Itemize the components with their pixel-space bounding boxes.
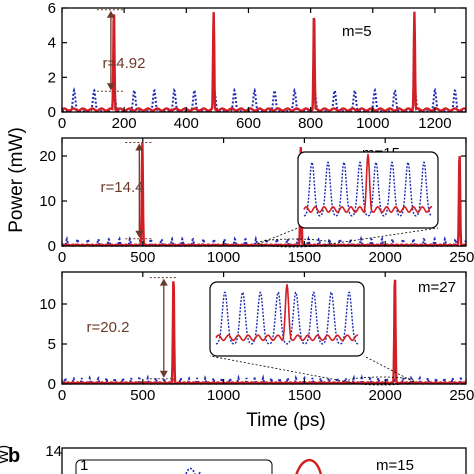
x-tick-label: 1000 bbox=[356, 115, 389, 132]
x-tick-label: 1200 bbox=[418, 115, 451, 132]
x-tick-label: 0 bbox=[58, 387, 66, 404]
x-tick-label: 500 bbox=[130, 387, 155, 404]
y-tick-label: 0 bbox=[48, 238, 56, 255]
x-tick-label: 2000 bbox=[369, 249, 402, 266]
panel-b: b W) 14 1 m=15 bbox=[0, 443, 467, 474]
plot-frame bbox=[61, 271, 467, 385]
plot-frame bbox=[61, 137, 467, 247]
x-tick-label: 1000 bbox=[207, 249, 240, 266]
y-tick-label: 4 bbox=[48, 35, 56, 52]
panel-b-frame bbox=[61, 447, 467, 474]
inset-red-trace bbox=[215, 284, 359, 342]
zoom-connector-right bbox=[363, 355, 415, 383]
ratio-arrowhead-bottom bbox=[106, 83, 115, 91]
plot-frame bbox=[61, 7, 467, 113]
y-tick-label: 5 bbox=[48, 336, 56, 353]
ratio-label: r=20.2 bbox=[87, 319, 130, 336]
y-tick-label: 0 bbox=[48, 376, 56, 393]
red-trace bbox=[61, 279, 467, 386]
x-tick-label: 0 bbox=[58, 115, 66, 132]
ratio-arrowhead-top bbox=[135, 143, 144, 151]
zoom-region-marker bbox=[347, 376, 415, 386]
zoom-connector-left bbox=[257, 227, 299, 245]
panel-1: 0 200 400 600 800 1000 1200 0 2 4 6 m=5 r=4.92 bbox=[48, 0, 467, 132]
y-tick-label: 10 bbox=[39, 296, 56, 313]
x-tick-label: 1500 bbox=[288, 249, 321, 266]
zoom-connector-left bbox=[209, 355, 349, 383]
ratio-arrowhead-top bbox=[106, 10, 115, 18]
zoom-connector-right bbox=[329, 227, 439, 245]
panel-b-m-label: m=15 bbox=[376, 457, 414, 474]
red-trace bbox=[61, 11, 467, 113]
y-tick-label: 0 bbox=[48, 104, 56, 121]
inset-blue-trace bbox=[303, 161, 433, 217]
inset-frame bbox=[297, 151, 439, 229]
zoom-region-marker bbox=[257, 238, 331, 248]
x-tick-label: 1000 bbox=[207, 387, 240, 404]
inset-frame bbox=[209, 281, 365, 357]
ratio-arrowhead-bottom bbox=[159, 370, 168, 378]
m-label: m=5 bbox=[342, 23, 372, 40]
panel-b-label: b bbox=[8, 445, 20, 467]
panel-b-blue-trace bbox=[185, 467, 201, 474]
x-tick-label: 200 bbox=[112, 115, 137, 132]
x-tick-label: 500 bbox=[130, 249, 155, 266]
x-tick-label: 2000 bbox=[369, 387, 402, 404]
ratio-label: r=4.92 bbox=[103, 55, 146, 72]
inset-blue-trace bbox=[215, 291, 359, 345]
blue-trace bbox=[62, 87, 466, 113]
x-axis-title: Time (ps) bbox=[246, 410, 326, 431]
x-tick-label: 800 bbox=[298, 115, 323, 132]
panel-2: 0500100015002000250001020m=15r=14.4 bbox=[39, 137, 474, 266]
ratio-label: r=14.4 bbox=[101, 179, 144, 196]
m-label: m=27 bbox=[418, 279, 456, 296]
x-tick-label: 1500 bbox=[288, 387, 321, 404]
inset-red-trace bbox=[303, 153, 433, 214]
x-tick-label: 600 bbox=[236, 115, 261, 132]
panel-b-inset-frame bbox=[75, 459, 273, 474]
x-tick-label: 400 bbox=[174, 115, 199, 132]
ratio-arrowhead-top bbox=[159, 278, 168, 286]
y-tick-label: 20 bbox=[39, 148, 56, 165]
y-axis-title: Power (mW) bbox=[6, 127, 27, 233]
y-tick-label: 10 bbox=[39, 193, 56, 210]
x-tick-label: 0 bbox=[58, 249, 66, 266]
y-tick-label: 6 bbox=[48, 0, 56, 17]
y-tick-label: 2 bbox=[48, 69, 56, 86]
panel-b-red-trace bbox=[295, 459, 322, 474]
panel-b-inset-tick: 1 bbox=[80, 457, 88, 474]
ratio-arrowhead-bottom bbox=[135, 230, 144, 238]
panel-b-ytick: 14 bbox=[45, 443, 62, 460]
panel-b-ylabel-fragment: W) bbox=[0, 445, 12, 464]
